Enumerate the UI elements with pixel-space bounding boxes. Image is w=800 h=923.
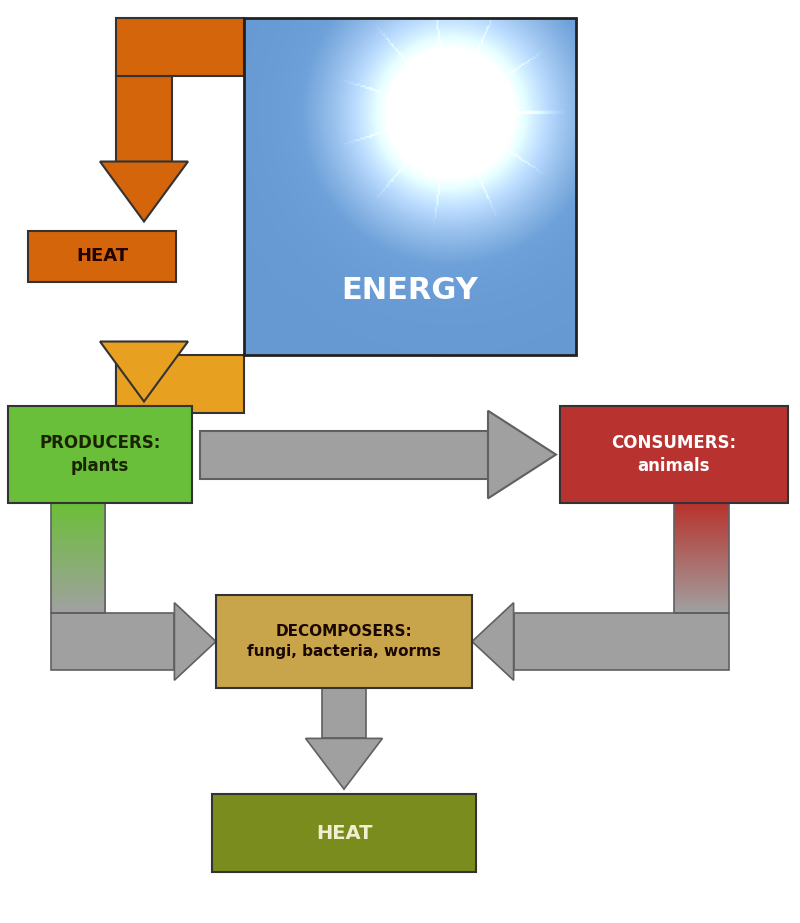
Polygon shape xyxy=(200,430,488,478)
FancyBboxPatch shape xyxy=(8,406,192,503)
FancyBboxPatch shape xyxy=(28,231,176,282)
Text: CONSUMERS:
animals: CONSUMERS: animals xyxy=(611,434,737,475)
FancyBboxPatch shape xyxy=(216,595,472,688)
Polygon shape xyxy=(116,342,172,413)
Polygon shape xyxy=(472,603,514,680)
Text: HEAT: HEAT xyxy=(316,823,372,843)
Polygon shape xyxy=(174,603,216,680)
FancyBboxPatch shape xyxy=(212,794,476,872)
Text: HEAT: HEAT xyxy=(76,247,128,265)
Polygon shape xyxy=(322,688,366,738)
Polygon shape xyxy=(100,342,188,402)
Polygon shape xyxy=(514,613,729,670)
Polygon shape xyxy=(116,18,244,76)
Polygon shape xyxy=(116,355,244,413)
Polygon shape xyxy=(306,738,382,789)
Polygon shape xyxy=(50,613,174,670)
Polygon shape xyxy=(116,76,172,162)
Text: ENERGY: ENERGY xyxy=(342,276,478,306)
Text: PRODUCERS:
plants: PRODUCERS: plants xyxy=(39,434,161,475)
FancyBboxPatch shape xyxy=(560,406,788,503)
Text: DECOMPOSERS:
fungi, bacteria, worms: DECOMPOSERS: fungi, bacteria, worms xyxy=(247,624,441,659)
Polygon shape xyxy=(100,162,188,222)
Polygon shape xyxy=(488,411,556,498)
